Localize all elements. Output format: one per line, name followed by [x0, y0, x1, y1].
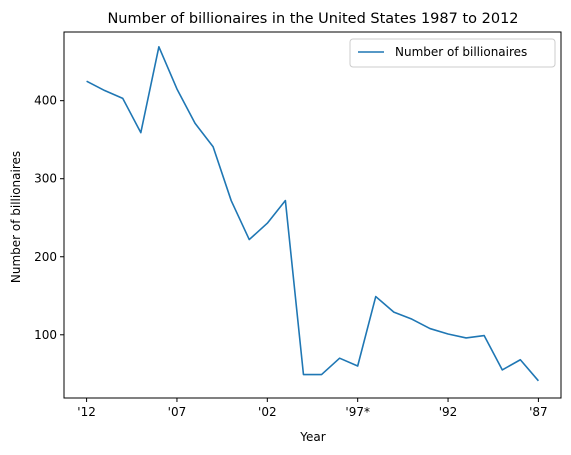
data-point — [321, 374, 323, 376]
y-tick-label: 400 — [34, 94, 57, 108]
x-axis-ticks: '12 '07 '02 '97* '92 '87 — [77, 398, 548, 419]
y-tick-label: 100 — [34, 328, 57, 342]
x-tick-label: '12 — [77, 405, 96, 419]
data-point — [158, 46, 160, 48]
x-tick-label: '87 — [529, 405, 548, 419]
data-point — [194, 122, 196, 124]
x-tick-label: '97* — [345, 405, 370, 419]
data-point — [339, 357, 341, 359]
data-point — [248, 239, 250, 241]
data-point — [212, 146, 214, 148]
data-point — [375, 296, 377, 298]
data-point — [501, 369, 503, 371]
x-tick-label: '92 — [439, 405, 458, 419]
data-point — [411, 318, 413, 320]
x-axis-label: Year — [299, 430, 325, 444]
data-point — [537, 380, 539, 382]
plot-area — [86, 46, 540, 382]
data-point — [465, 337, 467, 339]
x-tick-label: '02 — [258, 405, 277, 419]
data-point — [519, 359, 521, 361]
y-tick-label: 300 — [34, 172, 57, 186]
data-point — [230, 200, 232, 202]
legend-entry-label: Number of billionaires — [395, 45, 527, 59]
y-axis-ticks: 100 200 300 400 — [34, 94, 64, 342]
y-tick-label: 200 — [34, 250, 57, 264]
data-point — [122, 97, 124, 99]
data-point — [302, 374, 304, 376]
data-point — [104, 90, 106, 92]
plot-frame — [63, 31, 562, 399]
y-axis-label: Number of billionaires — [9, 151, 23, 283]
data-point — [284, 200, 286, 202]
data-point — [140, 132, 142, 134]
data-point — [483, 335, 485, 337]
data-point — [447, 333, 449, 335]
data-point — [429, 328, 431, 330]
series-line-0 — [86, 46, 540, 382]
chart-title: Number of billionaires in the United Sta… — [107, 11, 518, 27]
data-point — [266, 222, 268, 224]
data-point — [86, 80, 88, 82]
x-tick-label: '07 — [168, 405, 187, 419]
legend: Number of billionaires — [349, 38, 556, 68]
data-point — [393, 311, 395, 313]
data-point — [357, 365, 359, 367]
legend-box — [349, 38, 556, 68]
data-point — [176, 88, 178, 90]
